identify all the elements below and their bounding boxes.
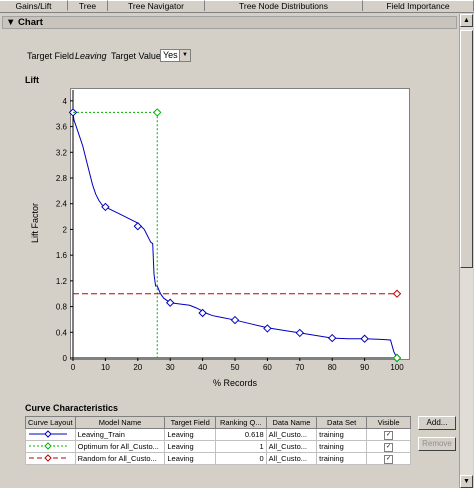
target-value-selected: Yes <box>163 50 178 60</box>
x-tick-label: 90 <box>360 363 369 372</box>
visible-cell: ✓ <box>366 440 411 453</box>
swatch-marker <box>44 453 52 462</box>
data-set-cell: training <box>316 440 368 453</box>
add-curve-button[interactable]: Add... <box>418 416 456 430</box>
col-visible[interactable]: Visible <box>366 416 411 429</box>
target-field-cell: Leaving <box>164 452 216 465</box>
x-tick-label: 80 <box>328 363 337 372</box>
collapse-triangle-icon[interactable]: ▼ <box>6 17 16 28</box>
scroll-up-arrow-icon[interactable]: ▲ <box>460 14 473 27</box>
model-name-cell: Leaving_Train <box>74 428 166 441</box>
curve-layout-line-icon <box>29 453 67 462</box>
vertical-scrollbar[interactable]: ▲ ▼ <box>459 14 473 488</box>
y-tick-label: 0 <box>63 354 68 363</box>
curve-layout-line-icon <box>29 441 67 450</box>
scroll-down-arrow-icon[interactable]: ▼ <box>460 475 473 488</box>
x-tick-label: 70 <box>295 363 304 372</box>
table-row[interactable]: Random for All_Custo... Leaving 0 All_Cu… <box>25 452 411 465</box>
y-tick-label: 2.8 <box>56 174 68 183</box>
ranking-cell: 1 <box>214 440 267 453</box>
target-value-select[interactable]: Yes ▼ <box>160 49 191 62</box>
swatch-marker <box>44 441 52 450</box>
col-data-name[interactable]: Data Name <box>265 416 318 429</box>
x-axis-label: % Records <box>213 378 258 388</box>
curve-layout-swatch <box>25 428 76 441</box>
col-data-set[interactable]: Data Set <box>316 416 368 429</box>
curve-layout-swatch <box>25 440 76 453</box>
data-name-cell: All_Custo... <box>265 428 318 441</box>
target-field-label: Target Field <box>27 51 75 61</box>
y-tick-label: 3.2 <box>56 148 68 157</box>
x-tick-label: 20 <box>133 363 142 372</box>
tab-tree[interactable]: Tree <box>68 0 108 11</box>
model-name-cell: Random for All_Custo... <box>74 452 166 465</box>
chevron-down-icon[interactable]: ▼ <box>179 50 190 61</box>
remove-curve-button[interactable]: Remove <box>418 437 456 451</box>
lift-chart-title: Lift <box>25 75 39 85</box>
visible-checkbox[interactable]: ✓ <box>384 455 394 464</box>
x-tick-label: 50 <box>231 363 240 372</box>
curve-characteristics-title: Curve Characteristics <box>25 403 119 413</box>
data-name-cell: All_Custo... <box>265 452 318 465</box>
tab-gains-lift[interactable]: Gains/Lift <box>0 0 68 11</box>
chart-section-title: Chart <box>18 17 43 28</box>
visible-checkbox[interactable]: ✓ <box>384 431 394 440</box>
col-ranking[interactable]: Ranking Q... <box>214 416 267 429</box>
col-curve-layout[interactable]: Curve Layout <box>25 416 76 429</box>
tab-tree-navigator[interactable]: Tree Navigator <box>108 0 205 11</box>
target-field-cell: Leaving <box>164 440 216 453</box>
tab-tree-node-distributions[interactable]: Tree Node Distributions <box>205 0 363 11</box>
chart-section-header[interactable]: ▼ Chart <box>2 16 457 29</box>
x-tick-label: 10 <box>101 363 110 372</box>
curve-layout-line-icon <box>29 429 67 438</box>
target-field-cell: Leaving <box>164 428 216 441</box>
data-name-cell: All_Custo... <box>265 440 318 453</box>
data-set-cell: training <box>316 428 368 441</box>
y-tick-label: 2 <box>63 225 68 234</box>
y-tick-label: 0.4 <box>56 328 68 337</box>
table-row[interactable]: Leaving_Train Leaving 0.618 All_Custo...… <box>25 428 411 441</box>
col-model-name[interactable]: Model Name <box>74 416 166 429</box>
y-axis-label: Lift Factor <box>30 203 40 243</box>
tab-bar: Gains/Lift Tree Tree Navigator Tree Node… <box>0 0 474 13</box>
y-tick-label: 3.6 <box>56 123 68 132</box>
visible-checkbox[interactable]: ✓ <box>384 443 394 452</box>
x-tick-label: 60 <box>263 363 272 372</box>
data-set-cell: training <box>316 452 368 465</box>
ranking-cell: 0 <box>214 452 267 465</box>
y-tick-label: 1.2 <box>56 277 68 286</box>
y-tick-label: 4 <box>63 97 68 106</box>
ranking-cell: 0.618 <box>214 428 267 441</box>
y-tick-label: 0.8 <box>56 303 68 312</box>
x-tick-label: 30 <box>166 363 175 372</box>
model-name-cell: Optimum for All_Custo... <box>74 440 166 453</box>
target-value-label: Target Value <box>111 51 161 61</box>
x-tick-label: 40 <box>198 363 207 372</box>
visible-cell: ✓ <box>366 452 411 465</box>
plot-area <box>70 88 410 360</box>
x-tick-label: 100 <box>390 363 404 372</box>
curve-characteristics-table: Curve Layout Model Name Target Field Ran… <box>25 416 411 465</box>
visible-cell: ✓ <box>366 428 411 441</box>
y-tick-label: 2.4 <box>56 200 68 209</box>
tab-field-importance[interactable]: Field Importance <box>363 0 474 11</box>
target-field-value: Leaving <box>75 51 107 61</box>
table-row[interactable]: Optimum for All_Custo... Leaving 1 All_C… <box>25 440 411 453</box>
y-tick-label: 1.6 <box>56 251 68 260</box>
x-tick-label: 0 <box>71 363 76 372</box>
scrollbar-thumb[interactable] <box>460 30 473 268</box>
swatch-marker <box>44 429 52 438</box>
curve-layout-swatch <box>25 452 76 465</box>
col-target-field[interactable]: Target Field <box>164 416 216 429</box>
